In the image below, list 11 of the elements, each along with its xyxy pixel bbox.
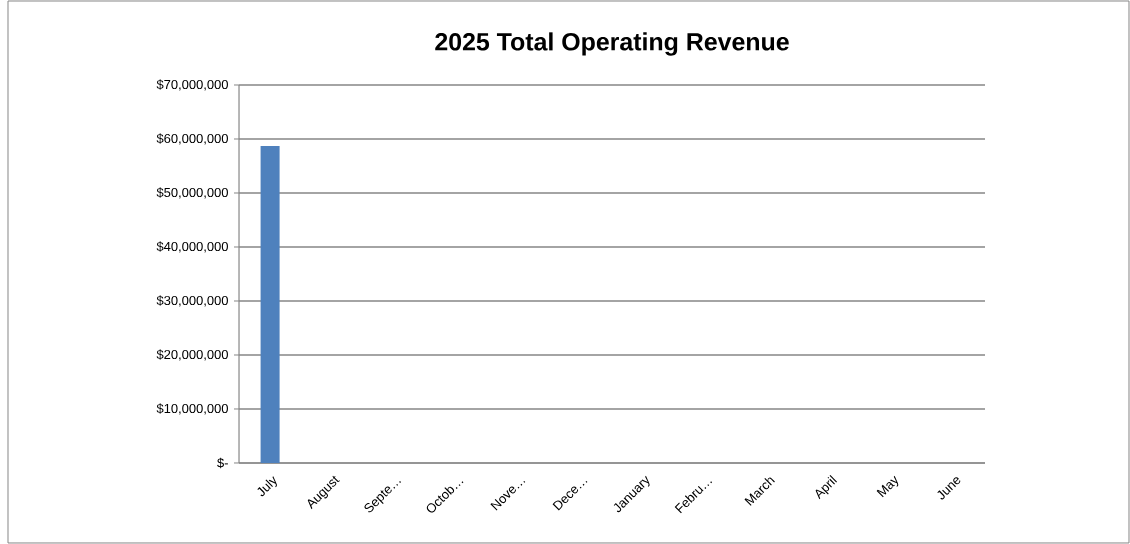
x-tick-label: July [257,476,277,497]
y-tick-label: $10,000,000 [156,403,228,415]
y-tick-label: $- [217,457,228,469]
chart-title: 2025 Total Operating Revenue [435,32,789,56]
y-tick-label: $30,000,000 [156,295,228,307]
y-tick-label: $60,000,000 [156,133,228,145]
y-tick-label: $40,000,000 [156,241,228,253]
y-tick-label: $50,000,000 [156,187,228,199]
y-tick-label: $70,000,000 [156,79,228,91]
x-tick-label: May [876,475,899,498]
y-tick-label: $20,000,000 [156,349,228,361]
